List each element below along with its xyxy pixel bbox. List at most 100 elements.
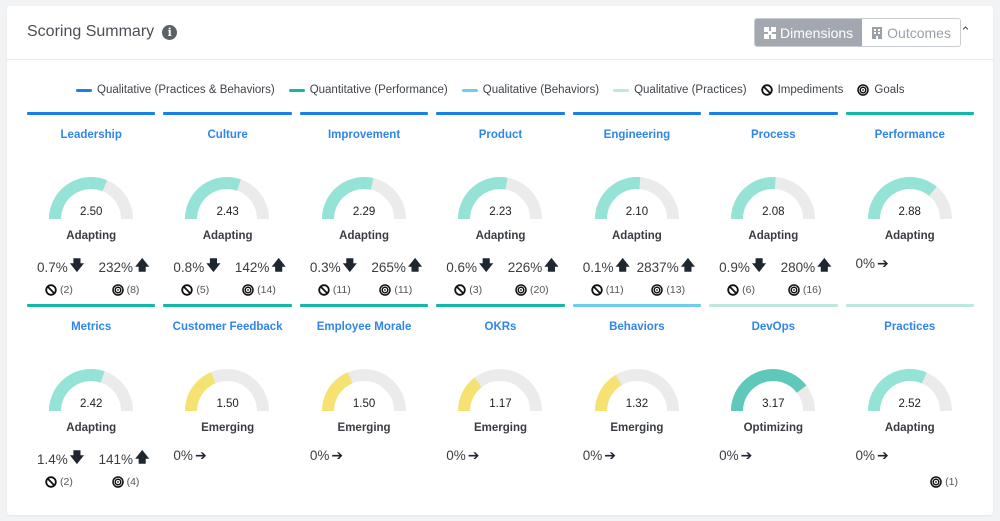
impediments-count[interactable]: (5) <box>181 284 209 296</box>
count-value: (8) <box>126 284 140 296</box>
dimension-title[interactable]: Performance <box>874 129 945 141</box>
dimension-title[interactable]: Engineering <box>603 129 671 141</box>
outcomes-button[interactable]: Outcomes <box>862 19 960 46</box>
dimension-tile[interactable]: Employee Morale 1.50 Emerging 0% ➔ <box>299 304 429 496</box>
dimension-tile[interactable]: Product 2.23 Adapting 0.6% 🡇 226% 🡅 (3) (20) <box>436 112 565 304</box>
dimension-tile[interactable]: Culture 2.43 Adapting 0.8% 🡇 142% 🡅 (5) (14) <box>163 112 292 304</box>
trend-stat: 0.8% 🡇 <box>173 255 220 279</box>
score-value: 2.10 <box>625 206 649 218</box>
maturity-level: Emerging <box>610 422 664 434</box>
maturity-level: Adapting <box>884 230 935 242</box>
trend-stats: 0.9% 🡇 280% 🡅 <box>719 255 831 279</box>
count-value: (3) <box>469 284 483 296</box>
count-value: (5) <box>196 284 210 296</box>
gauge-chart <box>458 177 543 219</box>
dimension-title[interactable]: OKRs <box>484 321 517 333</box>
goals-count[interactable]: (13) <box>651 284 685 296</box>
trend-stat: 0% ➔ <box>856 447 889 464</box>
trend-stats: 0% ➔ <box>719 447 831 464</box>
dimension-tile[interactable]: OKRs 1.17 Emerging 0% ➔ <box>436 304 565 496</box>
goals-count[interactable]: (8) <box>111 284 140 296</box>
maturity-level: Adapting <box>66 422 117 434</box>
dimension-tile[interactable]: Practices 2.52 Adapting 0% ➔ (1) <box>845 304 974 496</box>
count-value: (14) <box>257 284 276 296</box>
goals-count[interactable]: (1) <box>930 476 958 488</box>
info-icon[interactable]: i <box>162 24 178 40</box>
maturity-level: Adapting <box>748 230 799 242</box>
dimension-title[interactable]: Metrics <box>71 321 112 333</box>
dimension-tile[interactable]: Engineering 2.10 Adapting 0.1% 🡅 2837% 🡅 (1… <box>572 112 702 304</box>
goals-count[interactable]: (20) <box>515 284 549 296</box>
dimension-title[interactable]: Customer Feedback <box>172 321 283 333</box>
dimension-title[interactable]: Improvement <box>327 129 401 141</box>
impediments-count[interactable]: (2) <box>45 284 73 296</box>
trend-value: 1.4% <box>37 451 68 467</box>
trend-value: 0.3% <box>309 259 341 275</box>
trend-value: 265% <box>371 259 406 275</box>
trend-stats: 0% ➔ <box>583 447 695 464</box>
trend-stats: 1.4% 🡇 141% 🡅 <box>37 447 149 471</box>
collapse-chevron-up-icon[interactable]: ⌃ <box>960 24 971 39</box>
maturity-level: Emerging <box>473 422 527 434</box>
dimension-tile[interactable]: Leadership 2.50 Adapting 0.7% 🡇 232% 🡅 (2)(… <box>27 112 156 304</box>
legend-label: Impediments <box>777 84 844 96</box>
dimension-title[interactable]: Culture <box>207 129 248 141</box>
gauge-chart <box>731 369 816 411</box>
dimension-tile[interactable]: Metrics 2.42 Adapting 1.4% 🡇 141% 🡅 (2) (4) <box>27 304 156 496</box>
dimension-title[interactable]: Practices <box>884 321 936 333</box>
dimension-title[interactable]: Employee Morale <box>316 321 412 333</box>
trend-value: 0% <box>719 448 739 463</box>
maturity-level: Emerging <box>201 422 255 434</box>
trend-stat: 0% ➔ <box>173 447 206 464</box>
arrow-up-icon: 🡅 <box>407 257 423 273</box>
dimension-tile[interactable]: Performance 2.88 Adapting 0% ➔ <box>845 112 974 304</box>
dimension-tile[interactable]: Behaviors 1.32 Emerging 0% ➔ <box>572 304 702 496</box>
dimensions-button[interactable]: Dimensions <box>755 19 863 46</box>
goals-count[interactable]: (11) <box>379 284 412 296</box>
count-value: (13) <box>666 284 686 296</box>
impediments-count[interactable]: (11) <box>590 284 624 296</box>
trend-stats: 0% ➔ <box>856 255 968 272</box>
dimension-title[interactable]: Behaviors <box>609 321 665 333</box>
trend-stats: 0.1% 🡅 2837% 🡅 <box>583 255 695 279</box>
gauge-chart <box>458 369 543 411</box>
impediments-count[interactable]: (2) <box>45 476 73 488</box>
target-icon <box>788 284 800 296</box>
target-icon <box>857 84 870 96</box>
gauge-chart <box>185 369 270 411</box>
dimension-title[interactable]: Leadership <box>60 129 122 141</box>
dimension-title[interactable]: Product <box>478 129 523 141</box>
category-bar <box>436 112 565 115</box>
gauge-chart <box>321 369 406 411</box>
trend-stat: 142% 🡅 <box>235 255 286 279</box>
dimension-title[interactable]: DevOps <box>751 321 796 333</box>
count-value: (11) <box>605 284 624 296</box>
ban-icon <box>45 284 57 296</box>
dimension-tile[interactable]: Process 2.08 Adapting 0.9% 🡇 280% 🡅 (6) (16) <box>709 112 838 304</box>
maturity-level: Adapting <box>884 422 935 434</box>
goals-count[interactable]: (16) <box>788 284 822 296</box>
score-value: 2.88 <box>898 206 921 218</box>
category-bar <box>27 112 156 115</box>
goals-count[interactable]: (14) <box>242 284 276 296</box>
target-icon <box>242 284 254 296</box>
tile-row: Metrics 2.42 Adapting 1.4% 🡇 141% 🡅 (2) (4) … <box>27 304 974 496</box>
arrow-right-icon: ➔ <box>604 447 616 463</box>
impediments-count[interactable]: (6) <box>727 284 755 296</box>
score-value: 2.23 <box>489 206 512 218</box>
arrow-right-icon: ➔ <box>740 447 753 463</box>
dimension-tile[interactable]: Improvement 2.29 Adapting 0.3% 🡇 265% 🡅 (11… <box>299 112 429 304</box>
dimension-tile[interactable]: DevOps 3.17 Optimizing 0% ➔ <box>709 304 838 496</box>
card-header: Scoring Summary i Dimensions Outcomes ⌃ <box>7 6 993 60</box>
counts: (11) (11) <box>318 284 412 296</box>
outcomes-label: Outcomes <box>887 24 951 41</box>
dimension-tile[interactable]: Customer Feedback 1.50 Emerging 0% ➔ <box>163 304 292 496</box>
count-value: (20) <box>530 284 549 296</box>
score-value: 2.08 <box>762 206 785 218</box>
impediments-count[interactable]: (11) <box>318 284 351 296</box>
goals-count[interactable]: (4) <box>111 476 139 488</box>
arrow-up-icon: 🡅 <box>680 257 696 273</box>
impediments-count[interactable]: (3) <box>454 284 482 296</box>
trend-value: 0% <box>446 448 466 463</box>
dimension-title[interactable]: Process <box>750 129 796 141</box>
